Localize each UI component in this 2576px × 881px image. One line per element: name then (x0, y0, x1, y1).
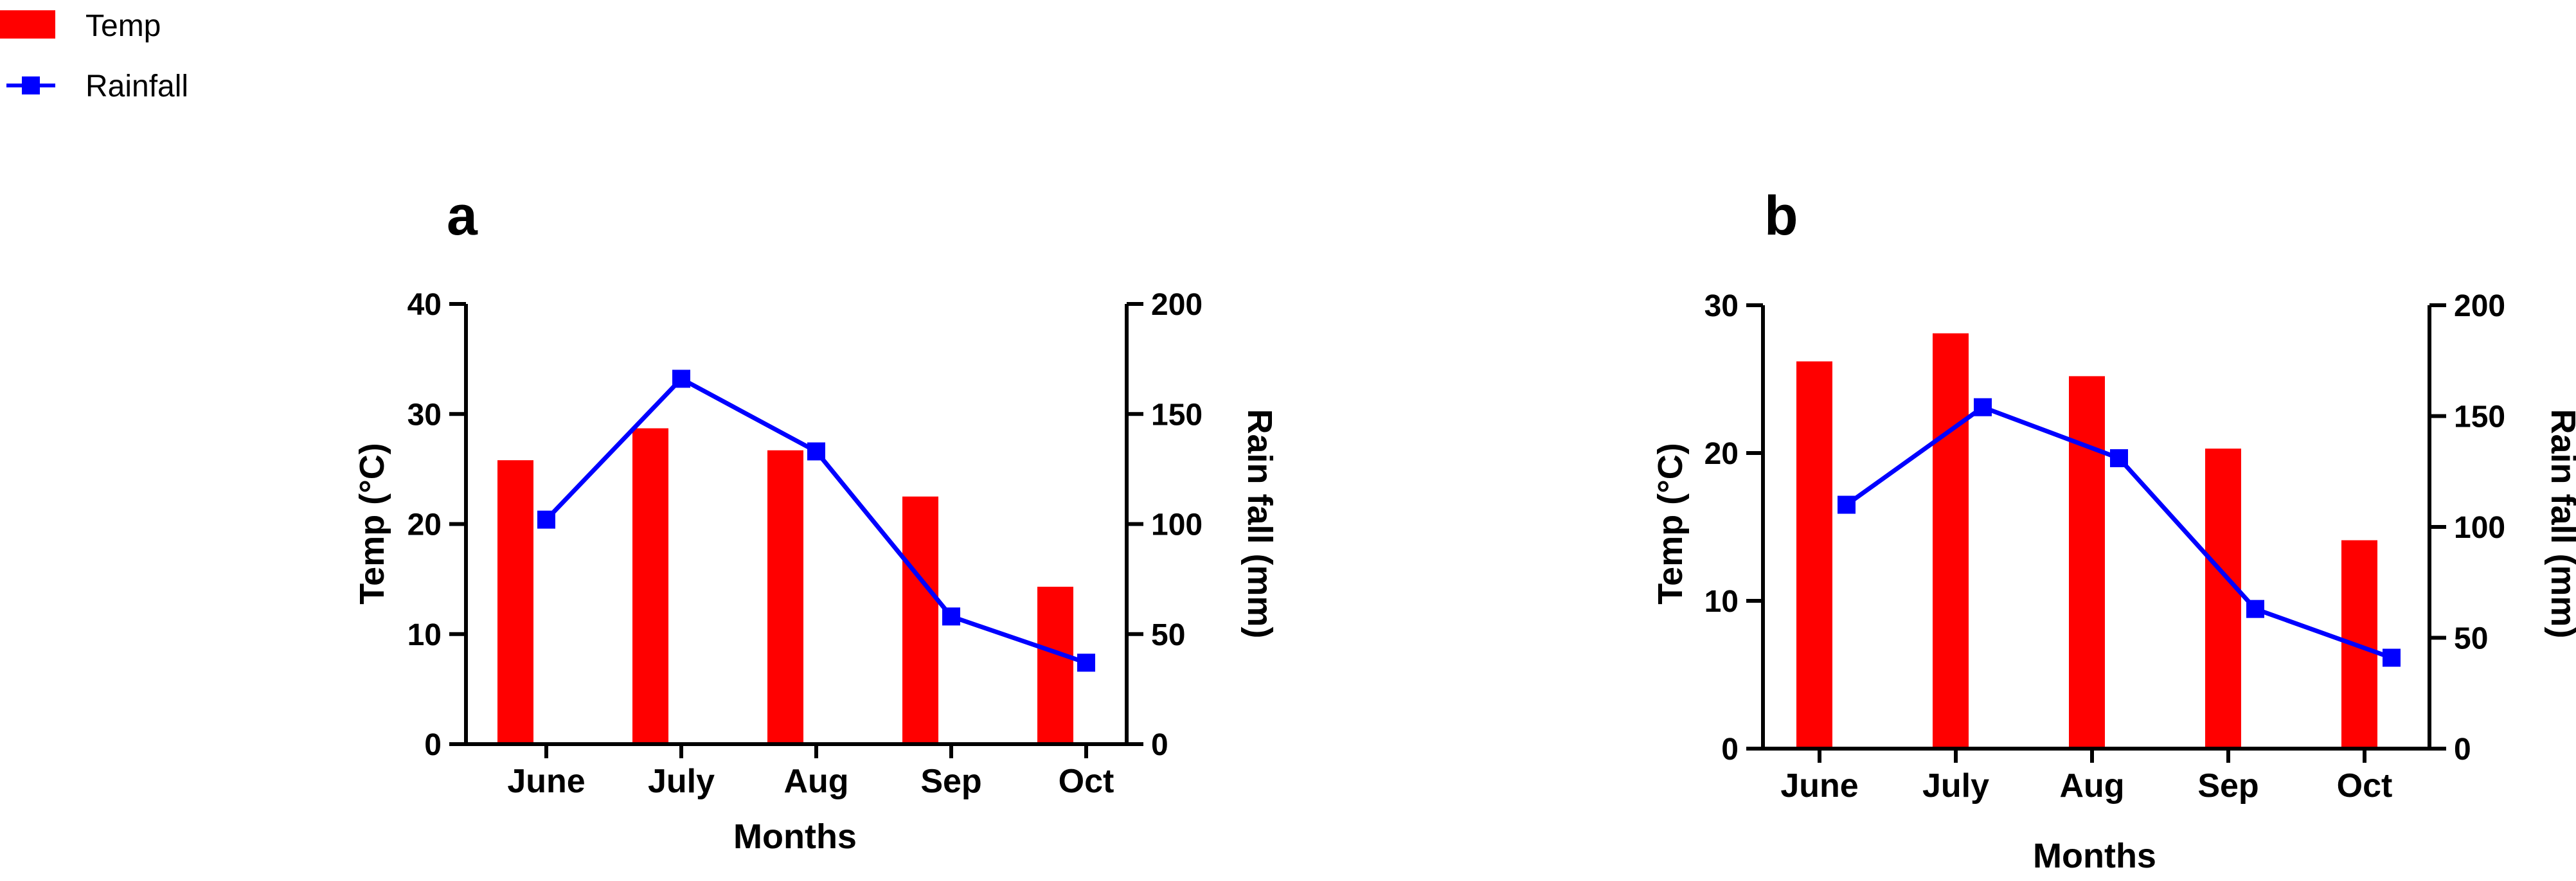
rainfall-point (807, 442, 825, 461)
rainfall-point (2110, 449, 2128, 468)
x-tick-label: Aug (2059, 767, 2124, 805)
chart-panel-b: b 0 10 20 30 0 50 100 150 200 June July Aug Sep Oct Mon… (1651, 185, 2576, 875)
y-tick-label-left: 20 (1704, 437, 1739, 471)
rainfall-point (942, 607, 960, 626)
y-tick-label-left: 10 (1704, 585, 1739, 619)
rainfall-point (1077, 654, 1095, 672)
y-tick-label-right: 200 (1151, 288, 1203, 322)
rainfall-point (1974, 398, 1992, 416)
temp-bar (497, 460, 533, 744)
y-tick-label-left: 20 (407, 508, 442, 542)
temp-bar (902, 496, 938, 744)
legend-marker-rainfall (22, 76, 40, 94)
rainfall-point (537, 510, 555, 529)
y-tick-label-left: 30 (1704, 289, 1739, 323)
legend: Temp Rainfall (0, 9, 188, 103)
x-tick-label: Aug (783, 763, 848, 800)
legend-swatch-temp (0, 10, 55, 39)
temp-bar (1933, 333, 1969, 749)
y-axis-title-left: Temp (°C) (1651, 443, 1690, 605)
y-tick-label-left: 0 (1721, 733, 1739, 767)
y-tick-label-left: 0 (424, 728, 442, 762)
y-tick-label-left: 10 (407, 618, 442, 652)
temp-bar (2069, 376, 2105, 749)
legend-label-temp: Temp (85, 9, 161, 43)
temp-bar (632, 428, 668, 744)
panel-label: b (1764, 185, 1798, 247)
rainfall-point (1838, 495, 1856, 514)
x-axis-title: Months (733, 817, 857, 856)
y-tick-label-right: 200 (2454, 289, 2505, 323)
x-tick-label: Sep (920, 763, 981, 800)
rainfall-point (2246, 600, 2264, 618)
rainfall-point (2383, 648, 2401, 667)
panel-label: a (447, 185, 478, 247)
x-tick-label: Oct (1059, 763, 1114, 800)
legend-label-rainfall: Rainfall (85, 69, 188, 103)
x-tick-label: June (507, 763, 585, 800)
y-axis-title-right: Rain fall (mm) (2544, 409, 2576, 638)
y-axis-title-left: Temp (°C) (353, 443, 391, 605)
x-tick-label: July (648, 763, 715, 800)
x-tick-label: July (1922, 767, 1989, 805)
x-tick-label: Sep (2197, 767, 2258, 805)
temp-bar (2205, 449, 2241, 749)
x-tick-label: June (1780, 767, 1858, 805)
temp-bar (1796, 361, 1832, 749)
y-tick-label-right: 100 (1151, 508, 1203, 542)
y-tick-label-left: 30 (407, 398, 442, 432)
x-tick-label: Oct (2337, 767, 2393, 805)
y-axis-title-right: Rain fall (mm) (1240, 409, 1279, 638)
x-axis-title: Months (2033, 837, 2156, 875)
y-tick-label-right: 150 (2454, 400, 2505, 434)
y-tick-label-right: 0 (1151, 728, 1168, 762)
y-tick-label-left: 40 (407, 288, 442, 322)
rainfall-line (1845, 405, 2393, 660)
legend-item-rainfall: Rainfall (6, 69, 188, 103)
rainfall-point (672, 369, 690, 388)
chart-panel-a: a 0 10 20 30 40 0 50 100 150 200 June July Aug Sep Oct M… (353, 185, 1279, 856)
legend-item-temp: Temp (0, 9, 161, 43)
y-tick-label-right: 0 (2454, 733, 2471, 767)
rainfall-line (544, 376, 1087, 665)
y-tick-label-right: 100 (2454, 511, 2505, 545)
y-tick-label-right: 50 (1151, 618, 1185, 652)
y-tick-label-right: 150 (1151, 398, 1203, 432)
temp-bar (767, 450, 803, 744)
temp-bar (1037, 587, 1073, 744)
y-tick-label-right: 50 (2454, 622, 2488, 656)
